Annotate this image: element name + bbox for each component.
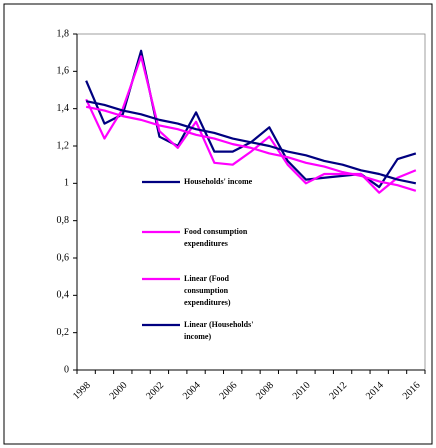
- series-line: [85, 100, 417, 185]
- series-line: [85, 105, 417, 192]
- y-tick-label: 0,2: [57, 327, 70, 338]
- y-tick-label: 0,4: [57, 290, 70, 301]
- y-tick-label: 0,6: [57, 252, 70, 263]
- y-tick-label: 1: [64, 178, 69, 189]
- legend-label: Linear (Households' income): [184, 320, 254, 341]
- y-tick-label: 0: [64, 364, 69, 375]
- y-tick-label: 1,8: [57, 28, 70, 39]
- y-tick-label: 1,4: [57, 103, 70, 114]
- y-tick-label: 1,6: [57, 66, 70, 77]
- legend-label: Households' income: [184, 177, 253, 186]
- chart-border: [3, 3, 433, 445]
- legend-label: Food consumption expenditures: [184, 227, 248, 248]
- legend-label: Linear (Food consumption expenditures): [184, 274, 231, 307]
- y-tick-label: 1,2: [57, 140, 70, 151]
- series-line: [85, 55, 417, 194]
- y-tick-label: 0,8: [57, 215, 70, 226]
